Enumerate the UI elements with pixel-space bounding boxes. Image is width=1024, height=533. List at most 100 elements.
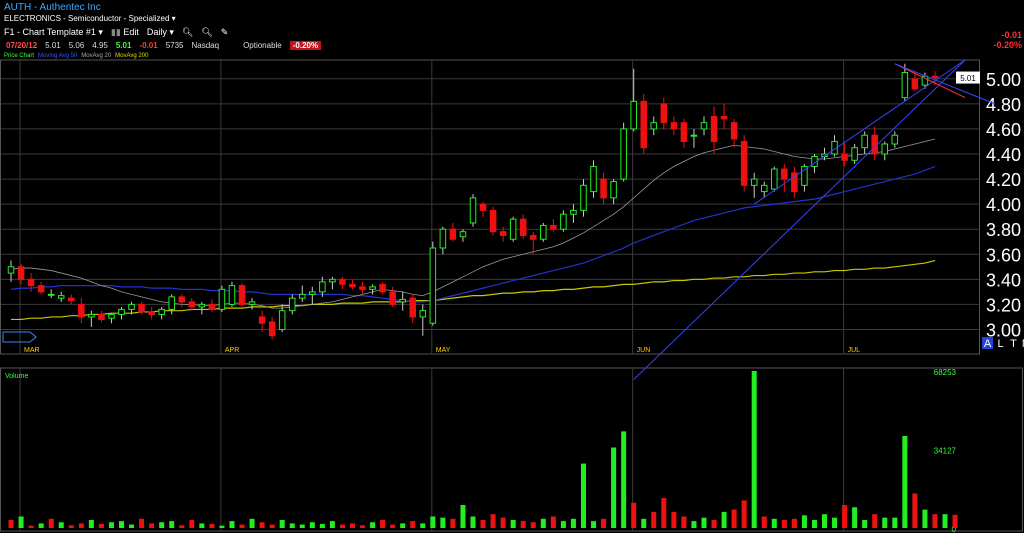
candle-body	[57, 295, 65, 299]
candle-body	[720, 115, 728, 120]
candle-body	[419, 310, 427, 318]
volume-bar	[781, 519, 787, 528]
volume-bar	[199, 523, 205, 528]
legend-ma20[interactable]: MovAvg 20	[81, 53, 112, 59]
volume-bar	[631, 502, 637, 528]
volume-bar	[430, 516, 436, 528]
price-tick-label: 4.20	[986, 170, 1021, 190]
candle-body	[670, 122, 678, 130]
volume-tick-label: 34127	[934, 446, 957, 455]
volume-bar	[490, 514, 496, 528]
candle-body	[760, 184, 768, 193]
candle-body	[188, 301, 196, 308]
legend-ma50[interactable]: Moving Avg 50	[38, 53, 78, 59]
sector-label[interactable]: ELECTRONICS - Semiconductor - Specialize…	[4, 14, 176, 23]
zoom-out-icon[interactable]: 🔍︎	[201, 27, 213, 37]
symbol-title[interactable]: AUTH - Authentec Inc	[4, 2, 101, 13]
scale-button-l[interactable]: L	[997, 338, 1003, 350]
price-tick-label: 4.60	[986, 120, 1021, 140]
candle-body	[168, 296, 175, 310]
volume-bar	[862, 519, 868, 528]
candle-body	[459, 231, 467, 238]
legend-ma200[interactable]: MovAvg 200	[115, 53, 149, 59]
candle-body	[841, 153, 848, 161]
draw-pen-icon[interactable]: ✎	[220, 27, 229, 37]
quote-open: 5.01	[45, 41, 61, 50]
volume-bar	[560, 521, 566, 528]
candle-body	[138, 303, 145, 313]
volume-bar	[791, 518, 797, 528]
volume-bar	[339, 524, 345, 528]
candle-body	[389, 291, 396, 305]
candle-body	[329, 278, 336, 283]
volume-bar	[480, 519, 486, 528]
candle-body	[399, 298, 406, 303]
volume-bar	[28, 525, 34, 528]
candle-body	[88, 313, 95, 318]
bar-chart-icon: ▮▮	[110, 27, 121, 37]
volume-bar	[450, 518, 456, 528]
volume-bar	[118, 521, 125, 528]
candle-body	[771, 168, 778, 190]
quote-bar: 07/20/12 5.01 5.06 4.95 5.01 -0.01 5735 …	[6, 41, 322, 50]
interval-dropdown[interactable]: Daily ▾	[146, 27, 174, 37]
candle-body	[590, 166, 597, 193]
volume-bar	[179, 525, 185, 528]
volume-bar	[691, 521, 697, 528]
candle-body	[98, 313, 105, 320]
template-dropdown[interactable]: F1 - Chart Template #1 ▾	[4, 27, 103, 37]
candle-body	[349, 283, 356, 288]
candle-body	[550, 224, 557, 230]
volume-bar	[922, 509, 928, 528]
legend-price-chart[interactable]: Price Chart	[4, 53, 35, 59]
volume-bar	[159, 522, 165, 528]
indicator-legend: Price Chart Moving Avg 50 MovAvg 20 MovA…	[4, 53, 148, 59]
last-price-label: 5.01	[960, 74, 976, 83]
price-tick-label: 3.20	[986, 295, 1021, 315]
candle-body	[750, 178, 758, 186]
volume-bar	[420, 523, 426, 528]
scale-button-t[interactable]: T	[1010, 338, 1017, 350]
volume-bar	[591, 521, 597, 528]
volume-bar	[329, 521, 335, 528]
candle-body	[339, 278, 346, 285]
volume-bar	[550, 516, 556, 528]
candle-body	[580, 184, 587, 211]
volume-bar	[189, 519, 195, 528]
candle-body	[258, 316, 266, 324]
volume-bar	[370, 522, 376, 528]
zoom-in-icon[interactable]: 🔍︎	[181, 27, 194, 37]
price-tick-label: 3.80	[986, 220, 1021, 240]
ma20-line	[10, 138, 936, 309]
volume-bar	[219, 525, 225, 528]
candle-body	[610, 181, 617, 199]
range-marker-icon	[2, 331, 37, 343]
price-tick-label: 4.00	[986, 195, 1021, 215]
volume-bar	[661, 498, 667, 528]
volume-bar	[380, 519, 386, 528]
volume-bar	[48, 518, 54, 528]
candle-body	[128, 303, 135, 310]
quote-exchange: Nasdaq	[191, 41, 220, 50]
volume-bar	[671, 511, 677, 528]
quote-high: 5.06	[68, 41, 85, 50]
pct-change-badge: -0.20%	[289, 41, 322, 50]
scale-button-a[interactable]: A	[984, 338, 992, 350]
volume-bar	[651, 511, 657, 528]
volume-bar	[601, 518, 607, 528]
optionable-label: Optionable	[243, 41, 282, 50]
template-label: F1 - Chart Template #1	[4, 27, 96, 37]
candle-body	[529, 234, 537, 240]
candle-body	[178, 296, 186, 303]
scale-button-m[interactable]: M	[1022, 338, 1024, 350]
volume-bar	[500, 517, 506, 528]
candle-body	[248, 301, 256, 305]
volume-bar	[289, 523, 295, 528]
candle-body	[299, 293, 306, 299]
volume-bar	[821, 514, 828, 528]
volume-bar	[621, 431, 627, 528]
edit-button[interactable]: ▮▮ Edit	[111, 27, 139, 38]
candle-body	[519, 218, 527, 236]
volume-bar	[209, 523, 215, 528]
